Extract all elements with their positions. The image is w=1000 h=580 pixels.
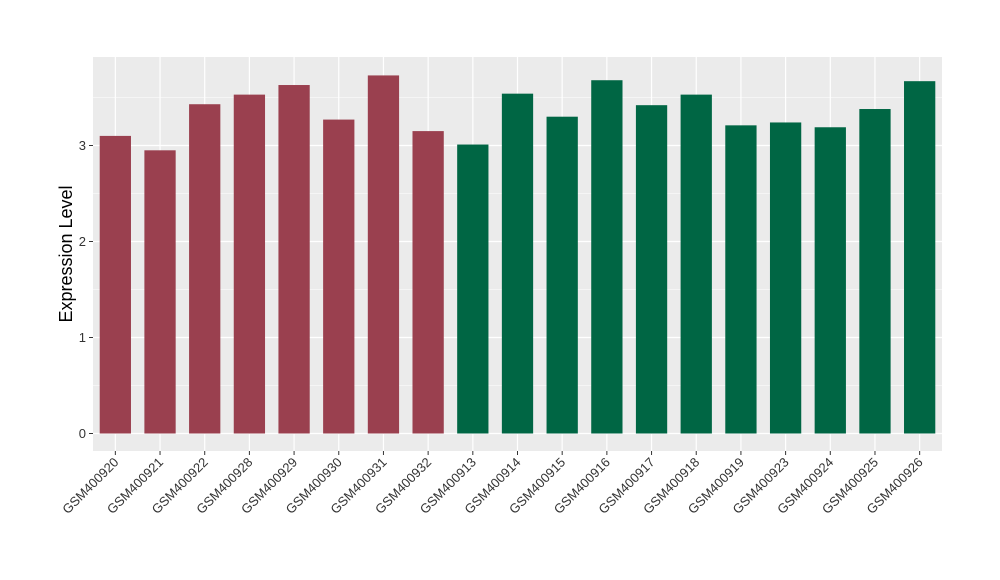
bar-GSM400930: [323, 119, 355, 434]
bar-GSM400924: [814, 127, 846, 434]
bar-GSM400913: [457, 144, 489, 434]
y-tick-label: 3: [79, 138, 86, 153]
y-tick-label: 1: [79, 330, 86, 345]
bar-GSM400922: [189, 104, 221, 434]
bar-GSM400918: [680, 94, 712, 434]
bar-GSM400929: [278, 85, 310, 434]
x-axis: GSM400920GSM400921GSM400922GSM400928GSM4…: [59, 451, 926, 517]
bar-GSM400931: [367, 75, 400, 434]
bar-GSM400932: [412, 131, 444, 434]
y-axis-title: Expression Level: [56, 185, 76, 322]
bars: [99, 75, 936, 434]
bar-GSM400925: [859, 109, 891, 434]
bar-GSM400928: [233, 94, 266, 434]
y-tick-label: 0: [79, 426, 86, 441]
bar-GSM400915: [546, 116, 578, 434]
bar-GSM400914: [501, 93, 534, 434]
bar-GSM400920: [99, 135, 131, 434]
y-tick-label: 2: [79, 234, 86, 249]
bar-GSM400921: [144, 150, 176, 434]
bar-GSM400916: [591, 80, 623, 434]
bar-GSM400926: [904, 81, 936, 434]
y-axis: 0 1 2 3: [79, 138, 93, 441]
bar-GSM400917: [635, 105, 668, 434]
bar-GSM400923: [769, 122, 802, 434]
bar-GSM400919: [725, 125, 757, 434]
